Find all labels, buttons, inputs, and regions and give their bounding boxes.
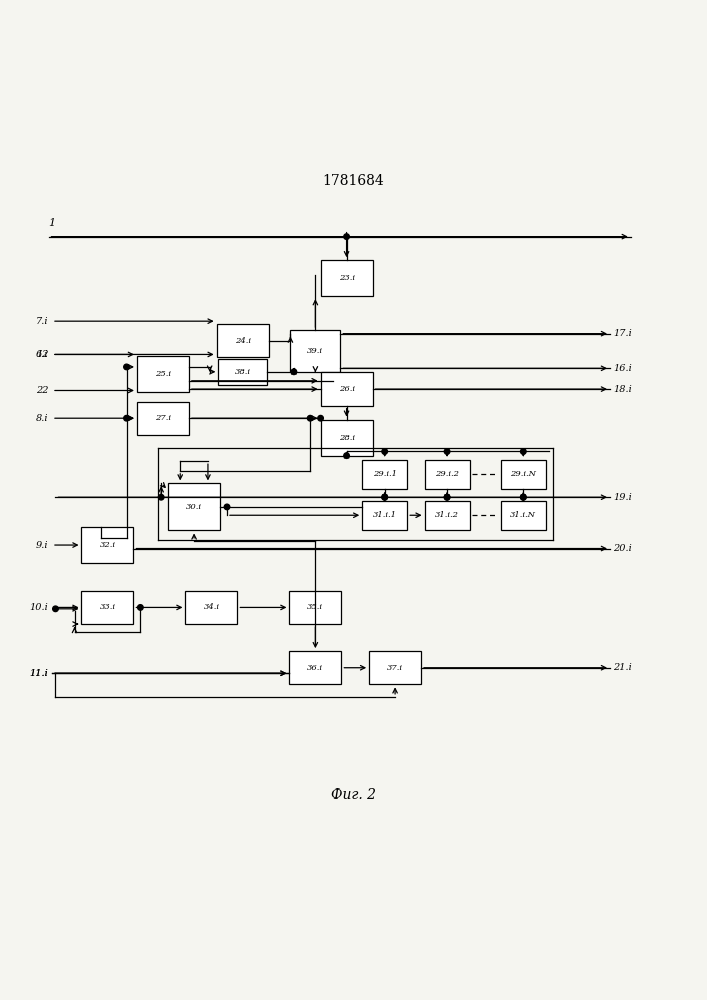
Bar xyxy=(81,527,134,563)
Bar xyxy=(362,501,407,530)
Text: 32.i: 32.i xyxy=(100,541,115,549)
Bar xyxy=(424,460,469,489)
Circle shape xyxy=(138,605,143,610)
Text: 11.i: 11.i xyxy=(30,669,49,678)
Circle shape xyxy=(158,494,164,500)
Bar xyxy=(501,501,546,530)
Text: 10.i: 10.i xyxy=(30,603,49,612)
Text: 29.i.2: 29.i.2 xyxy=(435,470,459,478)
Text: Фиг. 2: Фиг. 2 xyxy=(331,788,376,802)
Text: 22: 22 xyxy=(36,386,49,395)
Circle shape xyxy=(382,494,387,500)
Text: 16.i: 16.i xyxy=(614,364,632,373)
Text: 6.i: 6.i xyxy=(36,350,49,359)
Text: 30.i: 30.i xyxy=(186,503,202,511)
Circle shape xyxy=(124,415,129,421)
Text: 8.i: 8.i xyxy=(36,414,49,423)
Text: 29.i.1: 29.i.1 xyxy=(373,470,397,478)
Bar xyxy=(424,501,469,530)
Text: 23.i: 23.i xyxy=(339,274,355,282)
Text: 29.i.N: 29.i.N xyxy=(510,470,537,478)
Bar xyxy=(320,420,373,456)
Circle shape xyxy=(318,415,323,421)
Bar xyxy=(168,483,220,530)
Bar xyxy=(185,591,238,624)
Circle shape xyxy=(520,494,526,500)
Text: 31.i.2: 31.i.2 xyxy=(435,511,459,519)
Bar xyxy=(137,356,189,392)
Text: 28.i: 28.i xyxy=(339,434,355,442)
Circle shape xyxy=(291,369,297,375)
Text: 39.i: 39.i xyxy=(308,347,323,355)
Text: 33.i: 33.i xyxy=(100,603,115,611)
Bar xyxy=(218,359,267,385)
Text: 31.i.1: 31.i.1 xyxy=(373,511,397,519)
Circle shape xyxy=(344,234,349,239)
Text: 21.i: 21.i xyxy=(614,663,632,672)
Circle shape xyxy=(444,494,450,500)
Bar xyxy=(137,402,189,435)
Text: 12: 12 xyxy=(36,350,49,359)
Circle shape xyxy=(382,494,387,500)
Text: 20.i: 20.i xyxy=(614,544,632,553)
Text: 34.i: 34.i xyxy=(204,603,219,611)
Text: 17.i: 17.i xyxy=(614,329,632,338)
Circle shape xyxy=(444,449,450,454)
Text: 31.i.N: 31.i.N xyxy=(510,511,537,519)
Bar xyxy=(320,372,373,406)
Text: 1781684: 1781684 xyxy=(322,174,385,188)
Bar xyxy=(81,591,134,624)
Text: 36.i: 36.i xyxy=(308,664,323,672)
Circle shape xyxy=(520,494,526,500)
Circle shape xyxy=(382,449,387,454)
Bar xyxy=(289,591,341,624)
Circle shape xyxy=(124,364,129,370)
Circle shape xyxy=(53,606,58,612)
Bar xyxy=(216,324,269,357)
Text: 25.i: 25.i xyxy=(155,370,171,378)
Bar xyxy=(291,330,340,372)
Text: 24.i: 24.i xyxy=(235,337,250,345)
Circle shape xyxy=(308,415,313,421)
Bar xyxy=(369,651,421,684)
Text: 9.i: 9.i xyxy=(36,541,49,550)
Bar xyxy=(289,651,341,684)
Bar xyxy=(362,460,407,489)
Text: 1: 1 xyxy=(49,218,56,228)
Circle shape xyxy=(520,449,526,454)
Text: 11.i: 11.i xyxy=(30,669,49,678)
Text: 38.i: 38.i xyxy=(235,368,250,376)
Text: 35.i: 35.i xyxy=(308,603,323,611)
Text: 7.i: 7.i xyxy=(36,317,49,326)
Text: 26.i: 26.i xyxy=(339,385,355,393)
Text: 27.i: 27.i xyxy=(155,414,171,422)
Bar xyxy=(501,460,546,489)
Text: 19.i: 19.i xyxy=(614,493,632,502)
Circle shape xyxy=(224,504,230,510)
Text: 18.i: 18.i xyxy=(614,385,632,394)
Circle shape xyxy=(344,453,349,458)
Text: 37.i: 37.i xyxy=(387,664,403,672)
Bar xyxy=(320,260,373,296)
Circle shape xyxy=(444,494,450,500)
